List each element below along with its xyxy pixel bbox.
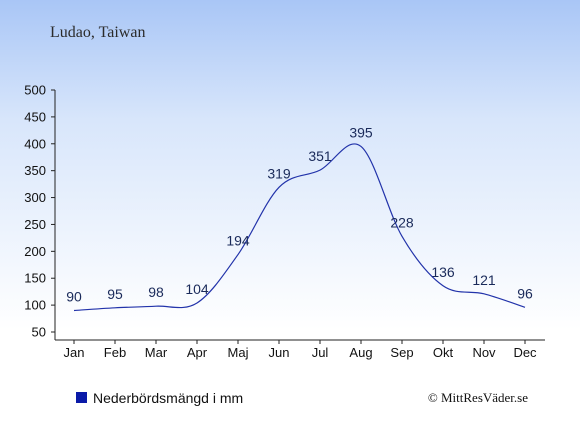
x-tick-label: Sep	[390, 345, 413, 360]
y-tick-label: 500	[24, 83, 46, 98]
x-tick-label: Okt	[433, 345, 454, 360]
x-tick-label: Apr	[187, 345, 208, 360]
data-labels: 90 95 98 104 194 319 351 395 228 136 121 96	[66, 124, 533, 304]
y-tick-label: 400	[24, 136, 46, 151]
legend: Nederbördsmängd i mm	[76, 390, 243, 406]
x-tick-label: Jul	[312, 345, 329, 360]
legend-marker	[76, 392, 87, 403]
x-tick-label: Jan	[64, 345, 85, 360]
data-label: 121	[472, 272, 496, 288]
series-line	[73, 143, 526, 312]
x-tick-label: Aug	[349, 345, 372, 360]
y-tick-label: 50	[32, 325, 46, 340]
x-tick-label: Nov	[472, 345, 496, 360]
x-tick-label: Mar	[145, 345, 168, 360]
chart-title: Ludao, Taiwan	[50, 24, 145, 41]
legend-label: Nederbördsmängd i mm	[93, 390, 243, 406]
data-label: 98	[148, 284, 164, 300]
x-tick-label: Dec	[513, 345, 537, 360]
x-tick-label: Feb	[104, 345, 126, 360]
x-tick-label: Maj	[228, 345, 249, 360]
y-tick-label: 350	[24, 163, 46, 178]
data-label: 95	[107, 286, 123, 302]
data-label: 319	[267, 165, 291, 181]
data-label: 96	[517, 285, 533, 301]
data-label: 136	[431, 264, 455, 280]
y-tick-label: 150	[24, 271, 46, 286]
data-label: 90	[66, 288, 82, 304]
data-label: 395	[349, 124, 373, 140]
x-tick-label: Jun	[269, 345, 290, 360]
y-tick-label: 250	[24, 217, 46, 232]
data-label: 228	[390, 214, 414, 230]
y-tick-label: 300	[24, 190, 46, 205]
data-label: 194	[226, 233, 250, 249]
y-tick-label: 450	[24, 109, 46, 124]
y-tick-label: 100	[24, 298, 46, 313]
axes: 50 100 150 200 250 300 350 400 450 500 Jan Feb Mar Ap…	[24, 83, 545, 360]
series-layer	[73, 143, 526, 312]
data-label: 351	[308, 148, 332, 164]
y-tick-label: 200	[24, 244, 46, 259]
data-label: 104	[185, 281, 209, 297]
credit-text: © MittResVäder.se	[428, 390, 528, 405]
